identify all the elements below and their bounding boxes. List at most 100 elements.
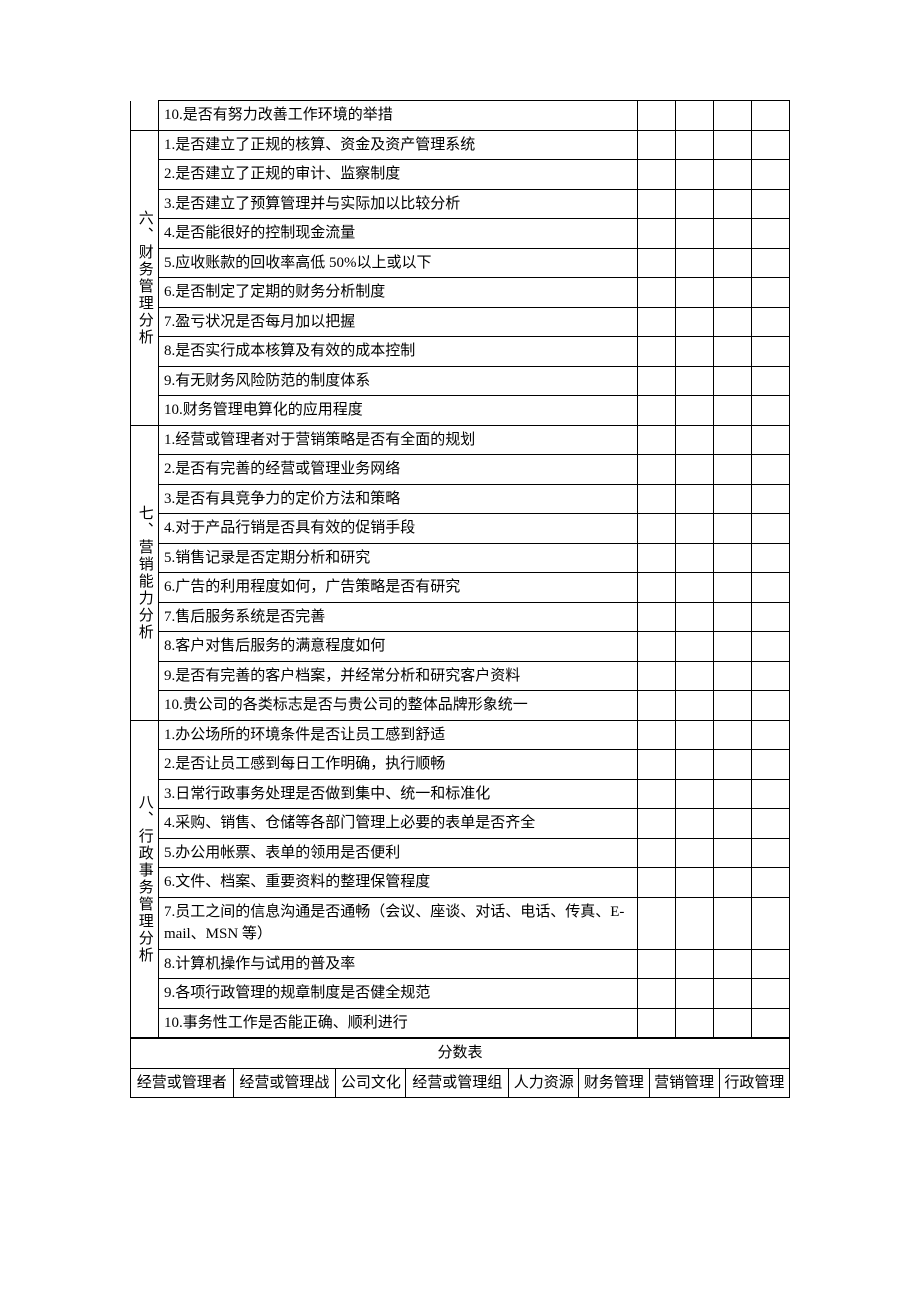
score-cell — [676, 484, 714, 514]
score-cell — [638, 1008, 676, 1038]
score-cell — [676, 661, 714, 691]
score-cell — [638, 455, 676, 485]
score-cell — [676, 779, 714, 809]
score-cell — [752, 868, 790, 898]
question-cell: 9.是否有完善的客户档案，并经常分析和研究客户资料 — [159, 661, 638, 691]
score-cell — [714, 979, 752, 1009]
score-cell — [714, 425, 752, 455]
score-cell — [714, 366, 752, 396]
score-cell — [752, 691, 790, 721]
score-cell — [752, 366, 790, 396]
score-cell — [714, 514, 752, 544]
question-cell: 2.是否建立了正规的审计、监察制度 — [159, 160, 638, 190]
score-cell — [676, 691, 714, 721]
score-cell — [676, 160, 714, 190]
score-cell — [714, 949, 752, 979]
score-cell — [676, 750, 714, 780]
score-header: 公司文化 — [336, 1068, 406, 1098]
question-cell: 10.事务性工作是否能正确、顺利进行 — [159, 1008, 638, 1038]
question-cell: 1.是否建立了正规的核算、资金及资产管理系统 — [159, 130, 638, 160]
question-cell: 4.对于产品行销是否具有效的促销手段 — [159, 514, 638, 544]
question-cell: 2.是否有完善的经营或管理业务网络 — [159, 455, 638, 485]
score-cell — [638, 101, 676, 131]
score-cell — [638, 278, 676, 308]
score-cell — [714, 779, 752, 809]
score-cell — [638, 809, 676, 839]
question-cell: 1.办公场所的环境条件是否让员工感到舒适 — [159, 720, 638, 750]
question-cell: 5.办公用帐票、表单的领用是否便利 — [159, 838, 638, 868]
score-cell — [638, 602, 676, 632]
score-cell — [752, 897, 790, 949]
question-cell: 7.盈亏状况是否每月加以把握 — [159, 307, 638, 337]
score-cell — [752, 219, 790, 249]
score-cell — [676, 573, 714, 603]
score-cell — [638, 130, 676, 160]
score-cell — [676, 1008, 714, 1038]
score-header: 行政管理 — [719, 1068, 789, 1098]
score-cell — [752, 130, 790, 160]
score-cell — [676, 248, 714, 278]
score-cell — [638, 396, 676, 426]
score-cell — [714, 897, 752, 949]
score-table: 分数表 经营或管理者 经营或管理战 公司文化 经营或管理组 人力资源 财务管理 … — [130, 1038, 790, 1098]
score-cell — [752, 750, 790, 780]
score-cell — [676, 425, 714, 455]
section-heading: 六、财务管理分析 — [131, 130, 159, 425]
prev-section-heading-cell — [131, 101, 159, 131]
score-cell — [752, 632, 790, 662]
score-cell — [638, 691, 676, 721]
score-cell — [714, 219, 752, 249]
question-cell: 3.日常行政事务处理是否做到集中、统一和标准化 — [159, 779, 638, 809]
score-cell — [752, 337, 790, 367]
score-cell — [752, 661, 790, 691]
score-cell — [752, 809, 790, 839]
score-header: 人力资源 — [509, 1068, 579, 1098]
score-cell — [752, 101, 790, 131]
score-cell — [676, 366, 714, 396]
evaluation-table: 10.是否有努力改善工作环境的举措 六、财务管理分析 1.是否建立了正规的核算、… — [130, 100, 790, 1038]
score-cell — [752, 602, 790, 632]
score-cell — [638, 543, 676, 573]
question-cell: 9.有无财务风险防范的制度体系 — [159, 366, 638, 396]
score-cell — [676, 189, 714, 219]
score-cell — [676, 868, 714, 898]
score-cell — [638, 661, 676, 691]
section-heading: 七、营销能力分析 — [131, 425, 159, 720]
score-cell — [714, 307, 752, 337]
score-cell — [752, 573, 790, 603]
score-cell — [752, 248, 790, 278]
score-header: 财务管理 — [579, 1068, 649, 1098]
score-cell — [752, 979, 790, 1009]
question-cell: 3.是否有具竞争力的定价方法和策略 — [159, 484, 638, 514]
score-cell — [752, 484, 790, 514]
score-cell — [676, 543, 714, 573]
score-cell — [638, 307, 676, 337]
score-cell — [714, 720, 752, 750]
score-cell — [714, 396, 752, 426]
score-cell — [752, 1008, 790, 1038]
question-cell: 8.是否实行成本核算及有效的成本控制 — [159, 337, 638, 367]
score-cell — [638, 720, 676, 750]
score-cell — [638, 573, 676, 603]
score-cell — [714, 189, 752, 219]
score-cell — [752, 949, 790, 979]
score-cell — [714, 602, 752, 632]
score-cell — [714, 1008, 752, 1038]
score-header: 经营或管理组 — [406, 1068, 509, 1098]
score-cell — [714, 484, 752, 514]
score-cell — [638, 632, 676, 662]
question-cell: 10.财务管理电算化的应用程度 — [159, 396, 638, 426]
score-cell — [638, 160, 676, 190]
question-cell: 2.是否让员工感到每日工作明确，执行顺畅 — [159, 750, 638, 780]
score-cell — [752, 455, 790, 485]
score-cell — [638, 779, 676, 809]
score-cell — [752, 779, 790, 809]
score-cell — [714, 160, 752, 190]
score-cell — [638, 868, 676, 898]
score-table-title: 分数表 — [131, 1039, 790, 1069]
score-cell — [714, 248, 752, 278]
score-cell — [752, 543, 790, 573]
score-cell — [714, 130, 752, 160]
score-cell — [714, 691, 752, 721]
score-cell — [752, 425, 790, 455]
